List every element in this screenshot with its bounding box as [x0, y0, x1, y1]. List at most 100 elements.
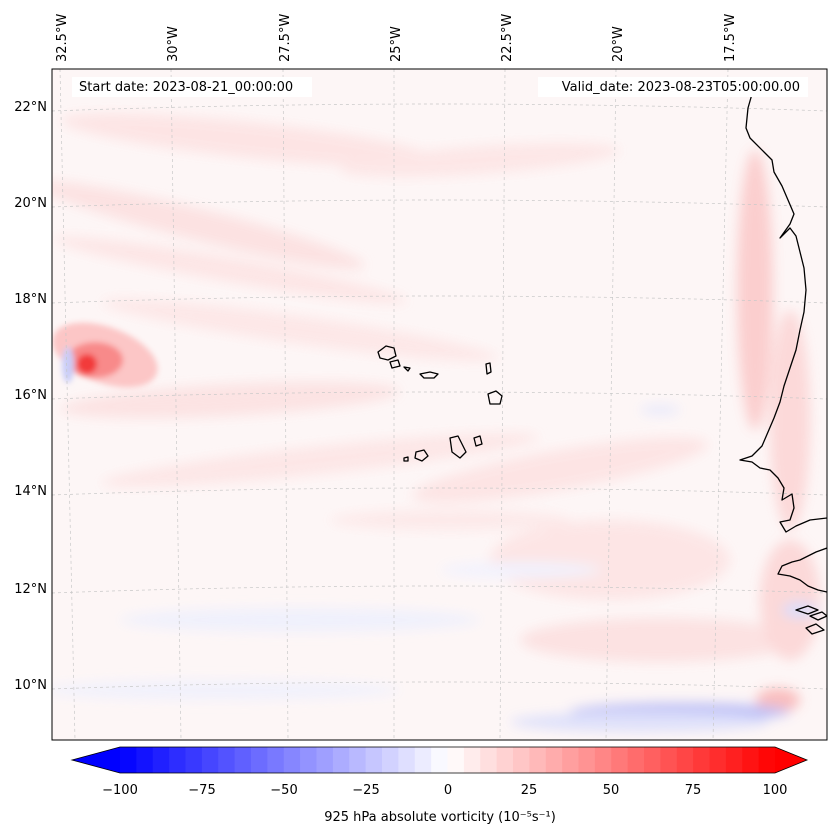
lat-label-18n: 18°N — [14, 292, 47, 307]
colorbar-tick-label: −50 — [270, 783, 297, 798]
latitude-gridline — [52, 585, 827, 594]
colorbar: −100 −75 −50 −25 0 25 50 75 100 925 hPa … — [70, 746, 809, 825]
colorbar-segment — [709, 747, 727, 773]
colorbar-segment — [332, 747, 350, 773]
lat-label-10n: 10°N — [14, 678, 47, 693]
colorbar-segment — [185, 747, 203, 773]
longitude-gridline — [712, 69, 729, 740]
longitude-gridline — [605, 69, 617, 740]
colorbar-segment — [267, 747, 285, 773]
lon-label-32-5w: 32.5°W — [55, 14, 70, 62]
lat-label-12n: 12°N — [14, 582, 47, 597]
lon-label-22-5w: 22.5°W — [500, 14, 515, 62]
colorbar-segment — [513, 747, 530, 773]
vorticity-field — [52, 113, 820, 732]
colorbar-segment — [283, 747, 301, 773]
colorbar-segment — [545, 747, 563, 773]
lon-label-30w: 30°W — [166, 26, 181, 62]
africa-coastline — [739, 93, 827, 533]
colorbar-low-extension — [72, 747, 120, 773]
valid-date-text: Valid_date: 2023-08-23T05:00:00.00 — [562, 80, 800, 95]
colorbar-segment — [578, 747, 596, 773]
island-boa-vista — [487, 390, 503, 405]
colorbar-segment — [136, 747, 154, 773]
island-maio — [473, 435, 483, 447]
island-santiago — [449, 435, 467, 459]
valid-date-box — [538, 77, 808, 97]
colorbar-segment — [529, 747, 547, 773]
latitude-gridline — [52, 487, 827, 496]
colorbar-segment — [742, 747, 760, 773]
lat-label-20n: 20°N — [14, 196, 47, 211]
colorbar-segment — [480, 747, 498, 773]
island-brava — [403, 456, 409, 462]
longitude-labels: 32.5°W 30°W 27.5°W 25°W 22.5°W 20°W 17.5… — [55, 14, 738, 62]
colorbar-segment — [447, 747, 465, 773]
island-santo-antao — [377, 345, 397, 361]
colorbar-segment — [414, 747, 432, 773]
colorbar-segment — [234, 747, 252, 773]
colorbar-segment — [152, 747, 170, 773]
colorbar-segments — [120, 747, 776, 773]
colorbar-segment — [316, 747, 334, 773]
map-gridlines — [52, 69, 827, 740]
colorbar-outline — [70, 746, 809, 774]
colorbar-segment — [398, 747, 416, 773]
colorbar-tick-label: 100 — [763, 783, 788, 798]
coastline — [377, 93, 827, 635]
lon-label-25w: 25°W — [389, 26, 404, 62]
colorbar-segment — [201, 747, 219, 773]
colorbar-segment — [463, 747, 481, 773]
colorbar-segment — [693, 747, 711, 773]
colorbar-high-extension — [775, 747, 807, 773]
longitude-gridline — [170, 69, 182, 740]
longitude-gridline — [499, 69, 506, 740]
colorbar-segment — [218, 747, 236, 773]
colorbar-segment — [562, 747, 580, 773]
colorbar-tick-label: 0 — [444, 783, 452, 798]
colorbar-segment — [349, 747, 367, 773]
island-sao-nicolau — [419, 371, 439, 379]
lat-label-14n: 14°N — [14, 484, 47, 499]
start-date-text: Start date: 2023-08-21_00:00:00 — [79, 80, 293, 95]
longitude-gridline — [59, 69, 76, 740]
colorbar-segment — [725, 747, 743, 773]
guinea-bissau-coast — [777, 547, 827, 593]
colorbar-tick-label: −25 — [352, 783, 379, 798]
island-santa-luzia — [403, 366, 411, 372]
colorbar-segment — [431, 747, 449, 773]
island-sao-vicente — [389, 359, 401, 369]
latitude-gridline — [52, 199, 827, 208]
lat-label-16n: 16°N — [14, 388, 47, 403]
longitude-gridline — [282, 69, 289, 740]
start-date-box — [72, 77, 312, 97]
latitude-gridline — [52, 103, 827, 112]
colorbar-segment — [365, 747, 383, 773]
map-frame — [51, 68, 828, 741]
latitude-gridline — [52, 681, 827, 690]
colorbar-label: 925 hPa absolute vorticity (10⁻⁵s⁻¹) — [324, 810, 556, 825]
colorbar-tick-label: −75 — [188, 783, 215, 798]
colorbar-ticks: −100 −75 −50 −25 0 25 50 75 100 — [102, 783, 787, 798]
colorbar-segment — [594, 747, 612, 773]
colorbar-segment — [496, 747, 514, 773]
colorbar-segment — [382, 747, 399, 773]
colorbar-segment — [676, 747, 694, 773]
bijagos-islands — [795, 605, 827, 635]
colorbar-tick-label: −100 — [102, 783, 138, 798]
latitude-gridline — [52, 295, 827, 304]
colorbar-segment — [660, 747, 678, 773]
island-sal — [485, 362, 492, 375]
colorbar-tick-label: 25 — [521, 783, 538, 798]
colorbar-segment — [169, 747, 187, 773]
colorbar-tick-label: 50 — [603, 783, 620, 798]
colorbar-segment — [644, 747, 661, 773]
lat-label-22n: 22°N — [14, 100, 47, 115]
latitude-labels: 22°N 20°N 18°N 16°N 14°N 12°N 10°N — [14, 100, 47, 693]
colorbar-segment — [627, 747, 645, 773]
latitude-gridline — [52, 391, 827, 400]
lon-label-20w: 20°W — [611, 26, 626, 62]
lon-label-27-5w: 27.5°W — [278, 14, 293, 62]
lon-label-17-5w: 17.5°W — [723, 14, 738, 62]
